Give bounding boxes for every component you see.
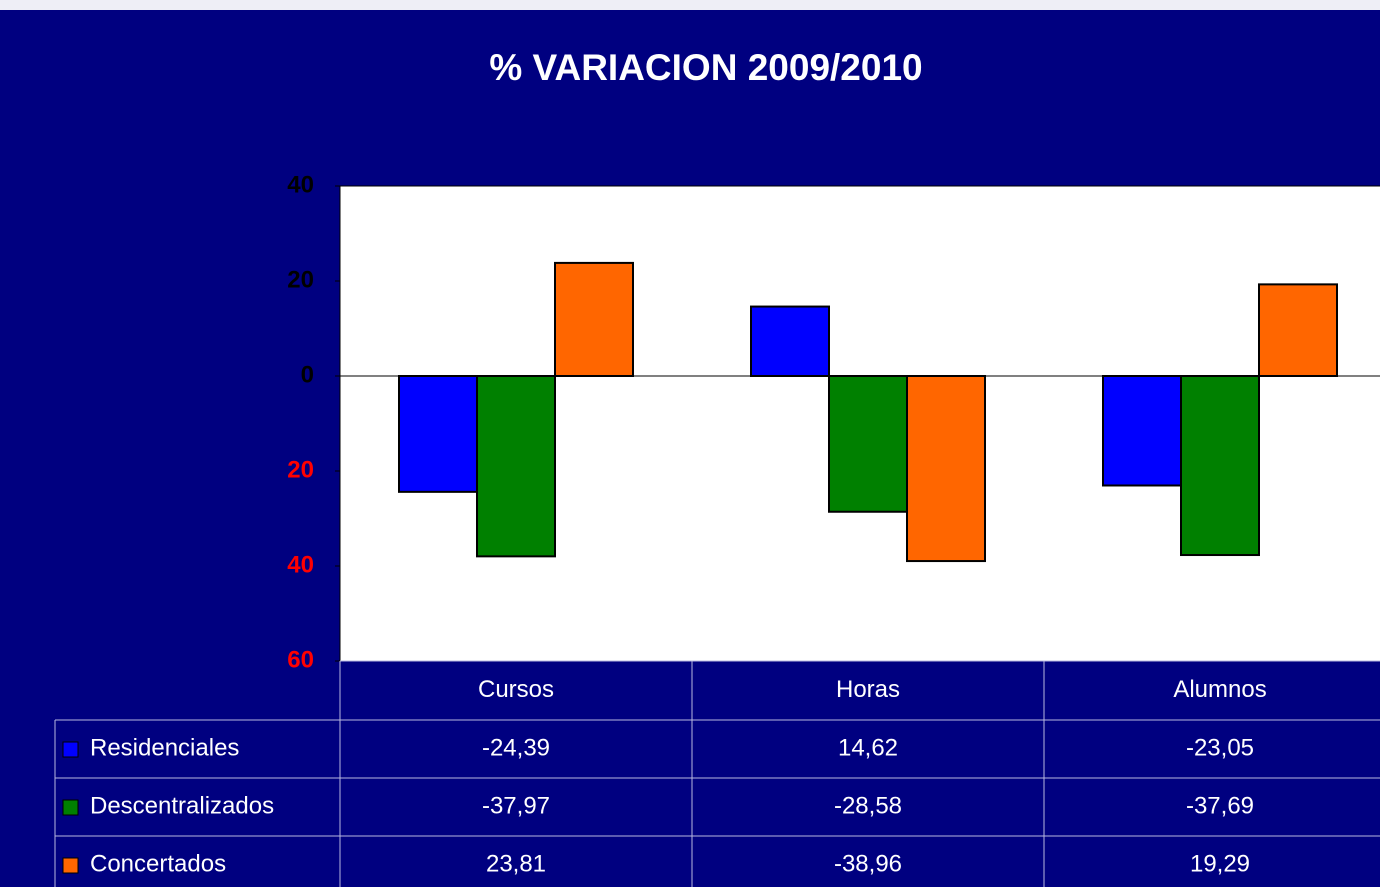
bar [828,375,908,513]
y-tick-label: 40 [287,551,314,578]
bar [398,375,478,493]
bar [476,375,556,558]
data-label: -23,05 [1186,734,1254,761]
data-label: -24,39 [482,734,550,761]
data-label: -28,58 [834,792,902,819]
bar [1102,375,1182,487]
y-tick-label: 40 [287,171,314,198]
data-label: -37,69 [1186,792,1254,819]
bar [750,305,830,377]
bar [906,375,986,563]
bar [1180,375,1260,557]
x-tick-label: Horas [836,676,900,703]
data-label: 23,81 [486,850,546,877]
data-label: -37,97 [482,792,550,819]
data-label: 19,29 [1190,850,1250,877]
chart-title: % VARIACION 2009/2010 [489,47,922,88]
legend-label: Descentralizados [90,792,274,819]
legend-key [62,799,79,816]
bar [1258,283,1338,377]
legend-key [62,857,79,874]
data-label: -38,96 [834,850,902,877]
legend-label: Residenciales [90,734,239,761]
legend-key [62,741,79,758]
y-tick-label: 20 [287,456,314,483]
legend-label: Concertados [90,850,226,877]
data-label: 14,62 [838,734,898,761]
y-tick-label: 0 [301,361,314,388]
x-tick-label: Cursos [478,676,554,703]
bar [554,261,634,377]
y-tick-label: 60 [287,646,314,673]
y-tick-label: 20 [287,266,314,293]
x-tick-label: Alumnos [1173,676,1266,703]
top-strip [0,0,1380,10]
